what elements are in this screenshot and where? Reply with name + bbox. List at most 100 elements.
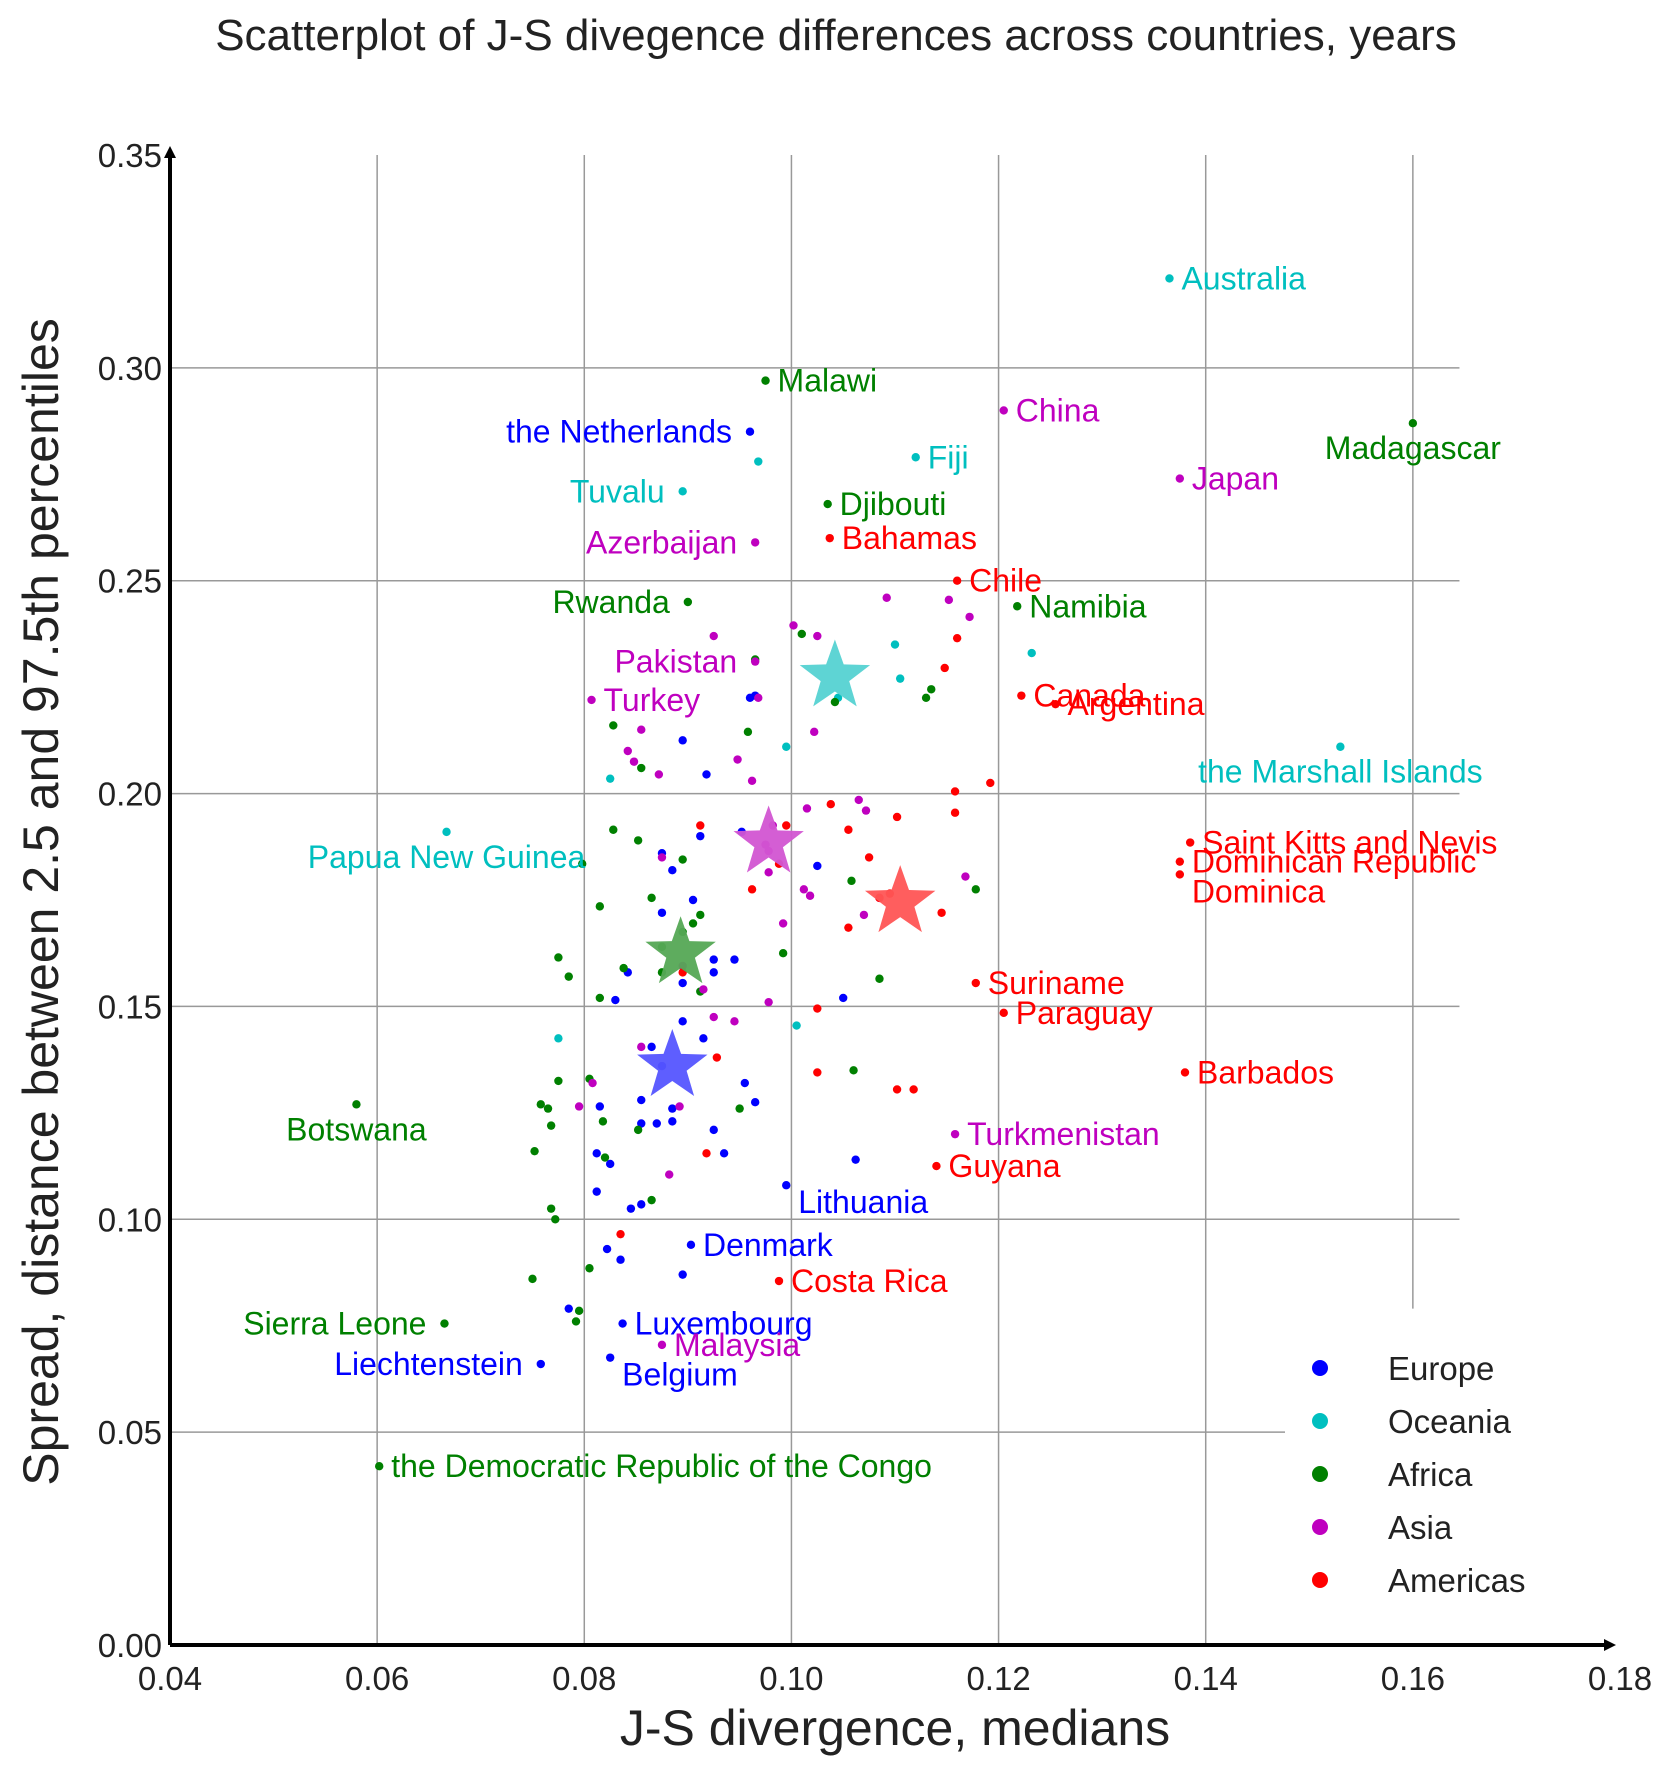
data-point-oceania xyxy=(782,742,791,751)
data-point-africa xyxy=(678,855,687,864)
labeled-point xyxy=(375,1462,384,1471)
data-point-americas xyxy=(826,800,835,809)
point-label: China xyxy=(1016,392,1100,428)
x-tick-label: 0.12 xyxy=(966,1660,1030,1697)
point-label: Australia xyxy=(1181,260,1306,296)
data-point-asia xyxy=(805,891,815,900)
labeled-point xyxy=(1185,838,1195,847)
data-point-asia xyxy=(854,795,863,805)
data-point-europe xyxy=(709,955,718,964)
point-label: Papua New Guinea xyxy=(308,839,586,875)
data-point-africa xyxy=(647,1195,656,1205)
data-point-americas xyxy=(747,885,757,894)
x-tick-label: 0.06 xyxy=(345,1660,409,1697)
labeled-point xyxy=(1051,699,1060,709)
data-point-asia xyxy=(629,757,639,766)
point-label: Liechtenstein xyxy=(334,1346,523,1382)
labeled-point xyxy=(1017,691,1026,700)
legend-label: Africa xyxy=(1388,1456,1473,1493)
data-point-africa xyxy=(696,910,705,920)
data-point-americas xyxy=(892,1085,902,1094)
data-point-americas xyxy=(813,1004,822,1013)
point-label: Malawi xyxy=(778,363,878,399)
data-point-europe xyxy=(678,978,687,988)
labeled-point xyxy=(1408,419,1418,428)
labeled-point xyxy=(1175,474,1185,483)
data-point-africa xyxy=(637,763,646,773)
data-point-asia xyxy=(789,621,798,630)
x-tick-label: 0.04 xyxy=(138,1660,202,1697)
labeled-point xyxy=(1013,602,1022,611)
data-point-asia xyxy=(802,804,812,813)
group-mean-star-oceania xyxy=(799,639,871,707)
data-point-europe xyxy=(602,1244,612,1254)
labeled-point xyxy=(825,533,834,543)
data-point-europe xyxy=(719,1149,729,1158)
labeled-point xyxy=(1180,1068,1190,1077)
labeled-point xyxy=(999,1008,1008,1018)
data-point-europe xyxy=(813,861,822,871)
y-tick-label: 0.20 xyxy=(98,776,162,813)
data-point-asia xyxy=(799,885,809,894)
data-point-asia xyxy=(747,776,757,785)
point-label: Sierra Leone xyxy=(243,1306,426,1342)
legend-label: Oceania xyxy=(1388,1403,1512,1440)
y-tick-label: 0.05 xyxy=(98,1414,162,1451)
data-point-europe xyxy=(750,1098,760,1107)
legend-label: Asia xyxy=(1388,1509,1453,1546)
data-point-americas xyxy=(950,787,960,796)
data-point-americas xyxy=(937,908,946,917)
labeled-point xyxy=(352,1100,361,1109)
data-point-europe xyxy=(657,908,667,917)
data-point-asia xyxy=(961,872,970,881)
legend-marker xyxy=(1312,1466,1328,1482)
group-mean-star-americas xyxy=(865,865,936,933)
y-tick-label: 0.25 xyxy=(98,563,162,600)
point-label: Suriname xyxy=(988,965,1125,1001)
legend-marker xyxy=(1312,1360,1328,1376)
data-point-oceania xyxy=(605,774,615,783)
data-point-asia xyxy=(637,725,646,734)
data-point-americas xyxy=(950,808,960,817)
labeled-point xyxy=(745,427,755,436)
labeled-point xyxy=(761,376,770,385)
data-point-oceania xyxy=(754,457,763,466)
data-point-europe xyxy=(592,1187,601,1196)
point-label: Rwanda xyxy=(552,584,670,620)
data-point-africa xyxy=(849,1066,858,1075)
data-point-africa xyxy=(543,1104,553,1113)
data-point-asia xyxy=(810,727,819,737)
labeled-point xyxy=(618,1319,627,1328)
group-mean-star-africa xyxy=(645,916,716,984)
data-point-europe xyxy=(668,1117,677,1126)
data-point-africa xyxy=(778,949,788,958)
data-point-africa xyxy=(619,963,628,973)
point-label: Turkmenistan xyxy=(967,1116,1160,1152)
data-point-asia xyxy=(588,1078,597,1088)
labeled-point xyxy=(536,1359,545,1369)
data-point-europe xyxy=(740,1078,750,1088)
data-point-asia xyxy=(859,910,869,920)
data-point-europe xyxy=(851,1155,860,1164)
point-label: Fiji xyxy=(928,439,969,475)
data-point-africa xyxy=(633,1125,643,1135)
data-point-asia xyxy=(709,631,718,641)
point-label: Paraguay xyxy=(1016,995,1153,1031)
data-point-asia xyxy=(654,770,664,779)
data-point-asia xyxy=(944,595,954,605)
point-label: Luxembourg xyxy=(635,1306,813,1342)
data-point-africa xyxy=(971,885,980,894)
data-point-americas xyxy=(712,1053,722,1062)
data-point-europe xyxy=(702,770,711,779)
point-label: Belgium xyxy=(622,1357,738,1393)
labeled-point xyxy=(683,597,693,607)
labeled-point xyxy=(442,827,451,837)
x-tick-label: 0.14 xyxy=(1174,1660,1238,1697)
data-point-americas xyxy=(844,923,853,932)
data-point-africa xyxy=(585,1264,594,1273)
point-label: Barbados xyxy=(1197,1054,1334,1090)
legend-marker xyxy=(1312,1519,1328,1535)
data-point-africa xyxy=(797,629,806,639)
data-point-asia xyxy=(657,853,667,862)
